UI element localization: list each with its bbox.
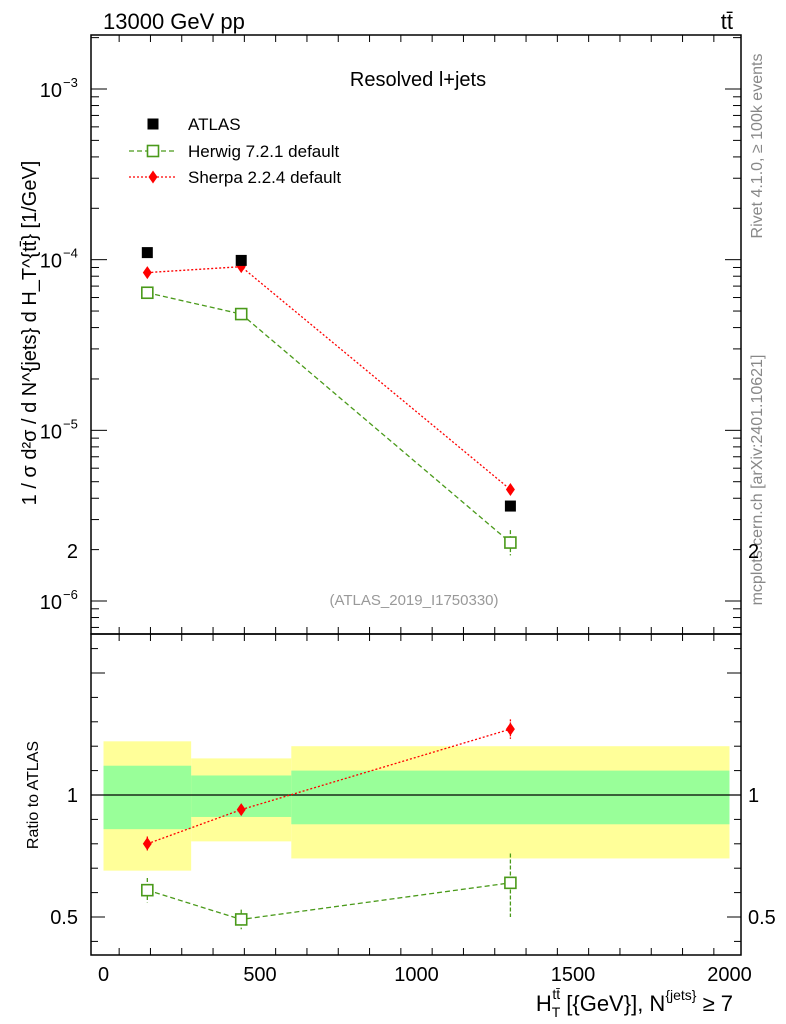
x-tick-label: 1000 (394, 964, 439, 986)
x-tick-label: 1500 (551, 964, 596, 986)
legend-label: Herwig 7.2.1 default (188, 142, 339, 161)
ratio-herwig-point (141, 883, 154, 897)
ratio-y-tick-label: 1 (67, 785, 78, 807)
legend: ATLAS Herwig 7.2.1 default Sherpa 2.2.4 de… (129, 115, 341, 187)
legend-label: ATLAS (188, 115, 241, 134)
ratio-herwig-line (147, 882, 511, 921)
ratio-sherpa-line (147, 728, 511, 845)
chart-title: Resolved l+jets (350, 69, 486, 91)
ratio-stat-band (291, 770, 730, 825)
sherpa-point (505, 483, 515, 497)
ratio-y-tick-label-right: 1 (748, 785, 759, 807)
ratio-y-tick-label: 0.5 (50, 907, 78, 929)
y-tick-label: 10 (40, 592, 62, 614)
mcplots-label: mcplots.cern.ch [arXiv:2401.10621] (749, 355, 766, 606)
upper-panel: Resolved l+jets (ATLAS_2019_I1750330) 1 … (19, 34, 742, 635)
ratio-y-tick-label-right: 0.5 (748, 907, 776, 929)
atlas-point (141, 247, 153, 259)
sherpa-point (142, 266, 152, 280)
ratio-herwig-point (234, 913, 248, 926)
analysis-id-label: (ATLAS_2019_I1750330) (329, 592, 498, 609)
herwig-point (234, 307, 248, 321)
x-tick-label: 0 (98, 964, 109, 986)
ratio-sherpa-point (142, 837, 152, 851)
y-tick-exponent: −5 (63, 416, 78, 431)
y-tick-exponent: −3 (63, 75, 78, 90)
y-tick-label: 10 (40, 80, 62, 102)
ratio-herwig-point (504, 876, 517, 890)
herwig-line (147, 292, 511, 544)
ratio-y-axis-label: Ratio to ATLAS (25, 741, 42, 849)
ratio-sherpa-point (505, 722, 515, 736)
svg-text:1 / σ d²σ / d N^{jets} d H_T^{: 1 / σ d²σ / d N^{jets} d H_T^{tt̄} [1/Ge… (19, 161, 41, 506)
legend-atlas-marker (147, 118, 159, 130)
y-tick-exponent: −6 (63, 587, 78, 602)
atlas-point (504, 500, 516, 512)
ratio-y-tick-label-right: 2 (748, 541, 759, 563)
legend-sherpa-marker (148, 170, 158, 184)
legend-label: Sherpa 2.2.4 default (188, 168, 341, 187)
ratio-stat-band (103, 765, 192, 830)
y-tick-label: 10 (40, 251, 62, 273)
energy-label: 13000 GeV pp (103, 9, 245, 34)
x-tick-label: 2000 (707, 964, 752, 986)
process-label: tt̄ (721, 9, 733, 34)
ratio-y-tick-label: 2 (67, 541, 78, 563)
ratio-panel: 0 500 1000 1500 2000 0.5 0.5 1 1 2 2 Ratio to ATLA… (25, 541, 776, 986)
x-tick-label: 500 (243, 964, 276, 986)
y-tick-exponent: −4 (63, 246, 78, 261)
atlas-point (235, 254, 247, 266)
herwig-point (504, 536, 517, 549)
herwig-point (141, 286, 154, 300)
sherpa-line (147, 265, 511, 491)
legend-herwig-marker (146, 144, 160, 158)
ratio-sherpa-point (236, 803, 246, 817)
rivet-label: Rivet 4.1.0, ≥ 100k events (749, 54, 766, 239)
y-tick-label: 10 (40, 421, 62, 443)
upper-y-axis-label: 1 / σ d²σ / d N^{jets} d H_T^{tt̄} [1/Ge… (19, 161, 41, 506)
x-axis-label: HTtt̄ [{GeV}], N{jets} ≥ 7 (536, 986, 733, 1020)
